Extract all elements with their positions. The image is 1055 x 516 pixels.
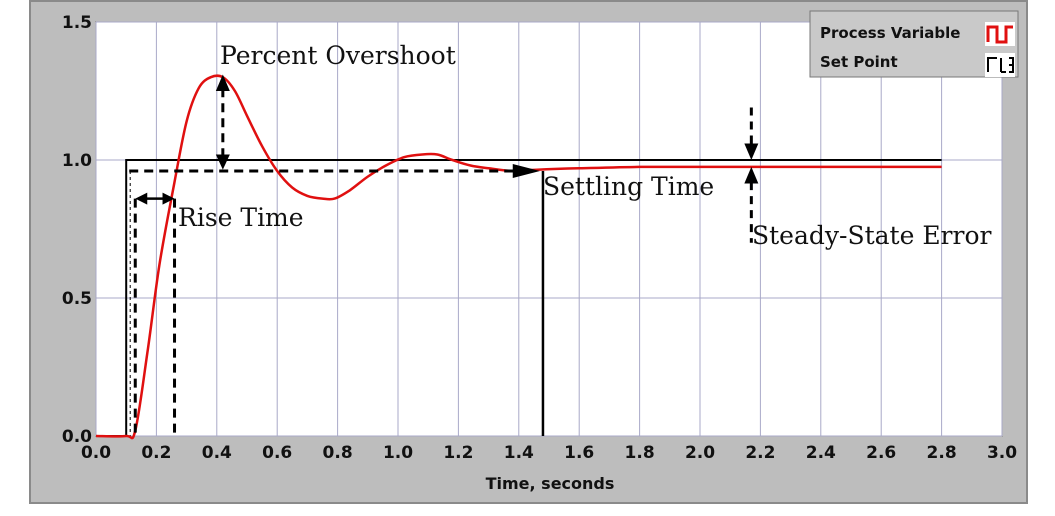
x-tick-label: 2.0 (685, 443, 715, 463)
rise-time-arrow-left (135, 192, 148, 205)
x-tick-label: 2.8 (927, 443, 957, 463)
x-tick-label: 1.8 (625, 443, 655, 463)
rise-time-arrow-right (162, 192, 175, 205)
legend-swatch-set-point (987, 57, 1014, 73)
grid (95, 21, 1003, 437)
settling-arrow-head (512, 164, 540, 179)
x-tick-label: 1.0 (383, 443, 413, 463)
legend-label-process-variable: Process Variable (820, 24, 960, 42)
percent-overshoot-label: Percent Overshoot (220, 41, 456, 70)
overshoot-arrow-up (215, 74, 230, 91)
y-tick-label: 1.5 (62, 13, 92, 33)
x-tick-label: 3.0 (987, 443, 1017, 463)
settling-time-label: Settling Time (543, 172, 714, 201)
x-tick-label: 0.6 (262, 443, 292, 463)
annotation-marks (129, 74, 759, 436)
steady-state-error-label: Steady-State Error (752, 221, 992, 250)
legend: Process Variable Set Point (809, 10, 1019, 78)
sse-arrow-down (744, 143, 759, 160)
rise-time-label: Rise Time (178, 203, 304, 232)
legend-swatch-process-variable (986, 25, 1013, 44)
y-tick-label: 0.5 (62, 289, 92, 309)
x-tick-label: 1.6 (564, 443, 594, 463)
x-tick-label: 1.2 (443, 443, 473, 463)
x-tick-label: 2.6 (866, 443, 896, 463)
y-tick-labels: 0.0 0.5 1.0 1.5 (62, 13, 92, 447)
y-tick-label: 0.0 (62, 427, 92, 447)
y-tick-label: 1.0 (62, 151, 92, 171)
x-tick-label: 0.4 (202, 443, 232, 463)
x-axis-title: Time, seconds (486, 474, 615, 493)
plot-area (95, 21, 1003, 437)
x-tick-label: 2.4 (806, 443, 836, 463)
x-tick-label: 0.2 (141, 443, 171, 463)
x-tick-labels: 0.0 0.2 0.4 0.6 0.8 1.0 1.2 1.4 1.6 1.8 2.0 2.2 2.4 2… (81, 443, 1017, 463)
legend-label-set-point: Set Point (820, 53, 898, 71)
sse-arrow-up (744, 166, 759, 184)
x-tick-label: 1.4 (504, 443, 534, 463)
process-variable-line (95, 74, 942, 440)
x-tick-label: 2.2 (745, 443, 775, 463)
x-tick-label: 0.8 (323, 443, 353, 463)
overshoot-arrow-down (215, 154, 230, 170)
x-tick-label: 0.0 (81, 443, 111, 463)
